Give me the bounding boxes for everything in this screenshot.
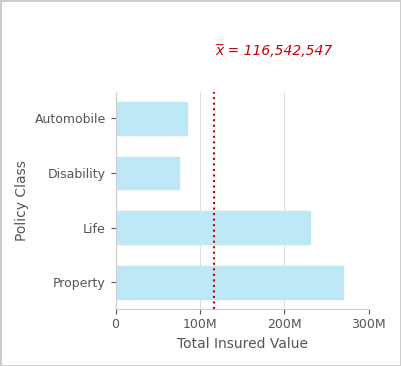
- Bar: [115, 157, 179, 190]
- Bar: [115, 211, 310, 244]
- Bar: [115, 266, 343, 299]
- Bar: [115, 102, 187, 135]
- Y-axis label: Policy Class: Policy Class: [15, 160, 29, 241]
- Text: x̅ = 116,542,547: x̅ = 116,542,547: [216, 44, 333, 58]
- X-axis label: Total Insured Value: Total Insured Value: [176, 337, 308, 351]
